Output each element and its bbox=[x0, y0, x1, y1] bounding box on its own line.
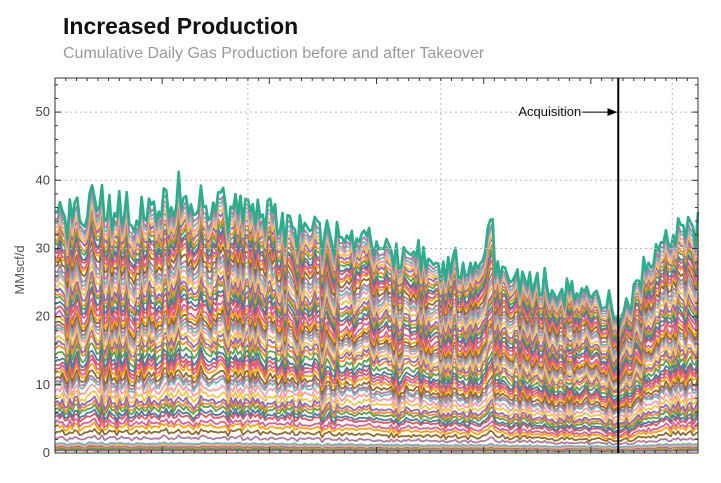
series-line-21 bbox=[54, 367, 699, 414]
series-line-11 bbox=[54, 421, 699, 440]
series-line-14 bbox=[54, 405, 699, 434]
annotation-layer: Acquisition bbox=[518, 78, 620, 453]
chart-subtitle: Cumulative Daily Gas Production before a… bbox=[63, 45, 485, 62]
series-line-22 bbox=[54, 361, 699, 412]
series-line-9 bbox=[54, 434, 699, 446]
y-tick-label: 0 bbox=[43, 445, 50, 460]
y-tick-label: 40 bbox=[36, 172, 50, 187]
series-line-20 bbox=[54, 370, 699, 416]
series-line-12 bbox=[54, 416, 699, 438]
series-line-27 bbox=[54, 334, 699, 399]
series-line-13 bbox=[54, 409, 699, 435]
series-line-19 bbox=[54, 377, 699, 420]
axes bbox=[54, 77, 699, 454]
series-line-18 bbox=[54, 386, 699, 424]
series-line-25 bbox=[54, 348, 699, 405]
series-line-23 bbox=[54, 356, 699, 409]
series-line-26 bbox=[54, 343, 699, 402]
series-line-10 bbox=[54, 427, 699, 443]
series-line-15 bbox=[54, 400, 699, 431]
series-line-16 bbox=[54, 397, 699, 429]
y-tick-label: 50 bbox=[36, 104, 50, 119]
series-line-30 bbox=[54, 316, 699, 392]
y-axis-ticks: 0 10 20 30 40 50 bbox=[36, 104, 50, 460]
y-tick-label: 10 bbox=[36, 377, 50, 392]
y-tick-label: 30 bbox=[36, 240, 50, 255]
y-tick-label: 20 bbox=[36, 309, 50, 324]
y-axis-label: MMscf/d bbox=[12, 245, 27, 294]
series-line-8 bbox=[54, 441, 699, 449]
acquisition-label: Acquisition bbox=[518, 104, 581, 119]
chart-title: Increased Production bbox=[63, 13, 299, 39]
series-line-58 bbox=[54, 170, 700, 328]
series-line-17 bbox=[54, 394, 699, 427]
